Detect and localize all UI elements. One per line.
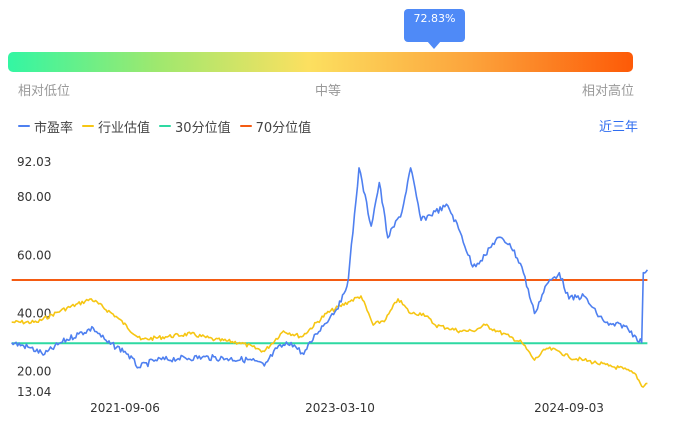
legend-swatch-p70 — [239, 125, 252, 127]
y-tick-label: 80.00 — [17, 190, 51, 204]
valuation-gauge: 72.83% 相对低位 中等 相对高位 — [0, 0, 686, 110]
y-tick-label: 92.03 — [17, 155, 51, 169]
legend-item-p30[interactable]: 30分位值 — [159, 117, 231, 136]
y-tick-label: 13.04 — [17, 385, 51, 399]
scale-label-high: 相对高位 — [582, 84, 635, 99]
legend-item-industry[interactable]: 行业估值 — [82, 117, 150, 136]
percentile-bubble: 72.83% — [404, 9, 465, 49]
legend-label-industry: 行业估值 — [98, 120, 151, 136]
y-tick-label: 20.00 — [17, 365, 51, 379]
y-tick-label: 60.00 — [17, 248, 51, 262]
series-line-industry — [11, 295, 648, 388]
scale-label-low: 相对低位 — [18, 84, 71, 99]
x-tick-label: 2024-09-03 — [534, 401, 604, 415]
legend-swatch-pe — [18, 125, 30, 127]
series-line-pe — [11, 167, 649, 369]
legend-label-p70: 70分位值 — [255, 120, 312, 136]
percentile-gradient-bar — [8, 52, 633, 72]
legend-item-pe[interactable]: 市盈率 — [18, 117, 73, 136]
legend-swatch-p30 — [159, 125, 172, 127]
range-selector-3y[interactable]: 近三年 — [599, 120, 639, 135]
x-tick-label: 2023-03-10 — [305, 401, 375, 415]
legend-swatch-industry — [82, 125, 95, 127]
legend-item-p70[interactable]: 70分位值 — [239, 117, 312, 136]
chart-legend: 市盈率 行业估值 30分位值 70分位值 — [18, 117, 320, 136]
legend-label-p30: 30分位值 — [175, 120, 231, 136]
x-tick-label: 2021-09-06 — [90, 401, 160, 415]
legend-label-pe: 市盈率 — [34, 120, 74, 136]
y-tick-label: 40.00 — [17, 306, 51, 320]
pe-history-chart: 92.03 80.00 60.00 40.00 20.00 13.04 2021-09-06… — [11, 155, 649, 415]
scale-label-mid: 中等 — [315, 84, 342, 99]
